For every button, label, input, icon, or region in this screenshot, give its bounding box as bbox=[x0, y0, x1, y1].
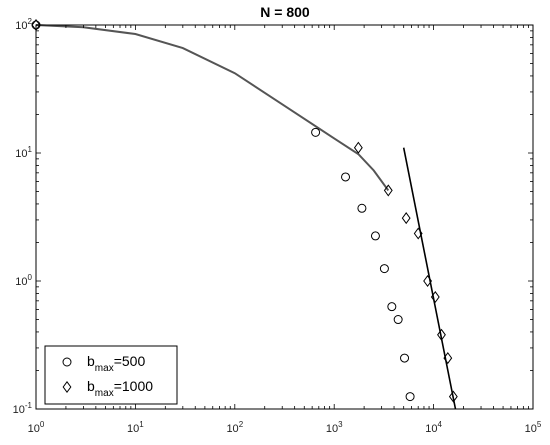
legend-box bbox=[44, 345, 178, 405]
diamond-marker bbox=[383, 184, 393, 197]
circle-marker bbox=[400, 353, 410, 363]
diamond-marker bbox=[430, 290, 440, 304]
legend-marker-circle bbox=[62, 357, 72, 367]
y-tick-labels: 10-1 100 101 102 bbox=[13, 17, 33, 416]
x-tick-label: 103 bbox=[326, 420, 343, 435]
x-tick-label: 104 bbox=[425, 420, 442, 435]
diamond-marker bbox=[413, 227, 423, 240]
circle-marker bbox=[357, 203, 367, 213]
legend-label: bmax=1000 bbox=[87, 378, 153, 399]
circle-marker bbox=[341, 172, 351, 182]
circle-marker bbox=[387, 302, 397, 312]
circle-marker bbox=[405, 392, 415, 402]
legend-label: bmax=500 bbox=[87, 353, 145, 374]
diamond-marker bbox=[401, 212, 411, 225]
legend-marker-diamond bbox=[62, 380, 72, 394]
y-tick-label: 101 bbox=[15, 145, 32, 160]
diamond-marker bbox=[353, 141, 363, 154]
axis-ticks bbox=[35, 25, 533, 410]
y-tick-label: 10-1 bbox=[13, 401, 33, 416]
diamond-marker bbox=[423, 274, 433, 288]
legend: bmax=500 bmax=1000 bbox=[44, 345, 178, 405]
chart-title: N = 800 bbox=[260, 4, 310, 20]
circle-marker bbox=[379, 264, 389, 274]
fit-curve bbox=[35, 24, 390, 192]
x-tick-label: 102 bbox=[226, 420, 243, 435]
x-tick-labels: 100 101 102 103 104 105 bbox=[28, 420, 542, 435]
circle-marker bbox=[370, 231, 380, 241]
y-tick-label: 100 bbox=[15, 273, 32, 288]
diamond-marker bbox=[437, 328, 446, 341]
diamond-marker bbox=[443, 352, 453, 365]
data-markers bbox=[31, 18, 458, 403]
x-tick-label: 101 bbox=[127, 420, 144, 435]
plot-frame bbox=[35, 24, 534, 410]
diamond-marker bbox=[448, 390, 458, 403]
x-tick-label: 100 bbox=[28, 420, 45, 435]
y-tick-label: 102 bbox=[15, 17, 32, 32]
circle-marker bbox=[393, 315, 403, 325]
x-tick-label: 105 bbox=[525, 420, 542, 435]
circle-marker bbox=[311, 127, 321, 137]
